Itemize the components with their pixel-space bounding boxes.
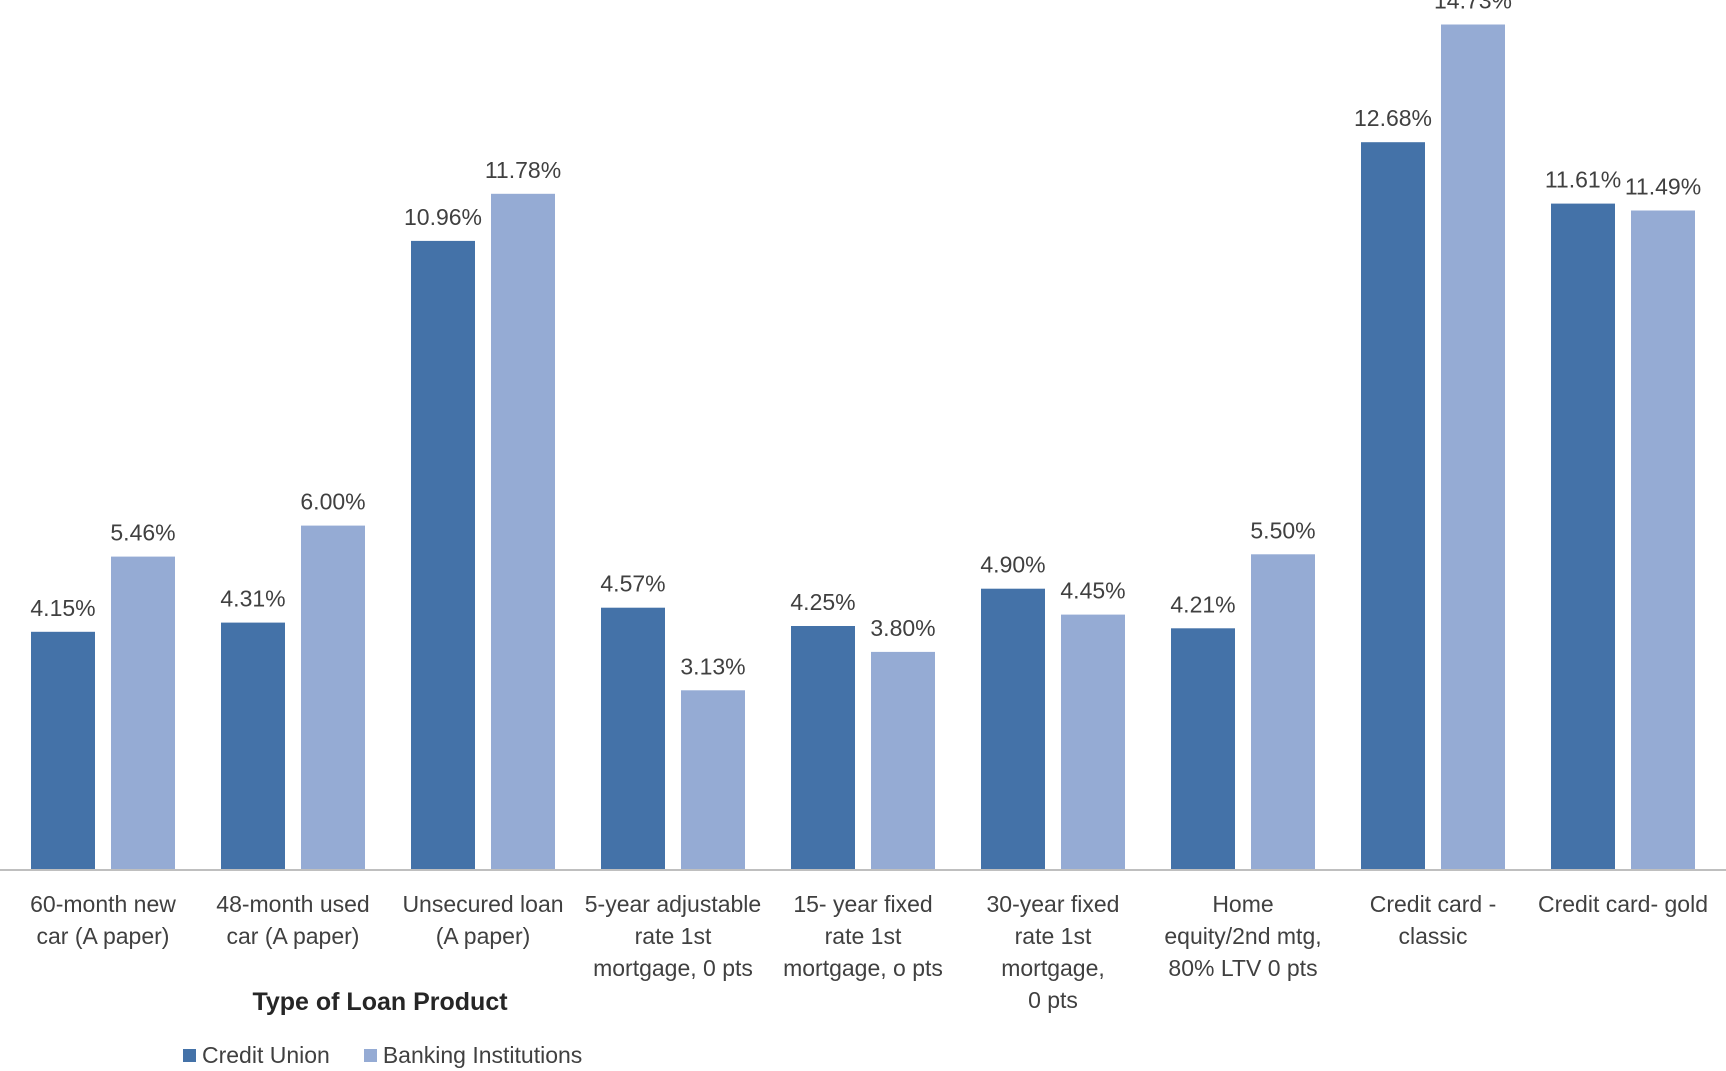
x-tick-label-8: Credit card- gold — [1537, 891, 1709, 917]
x-tick-label-4: 15- year fixed rate 1st mortgage, o pts — [783, 891, 943, 981]
legend-item-credit-union: Credit Union — [183, 1042, 330, 1069]
legend-label-credit-union: Credit Union — [202, 1042, 330, 1068]
data-label-credit-union-0: 4.15% — [30, 595, 95, 621]
legend-label-banking-institutions: Banking Institutions — [382, 1042, 583, 1068]
x-axis-title: Type of Loan Product — [252, 988, 508, 1016]
x-tick-label-0: 60-month new car (A paper) — [30, 891, 176, 949]
bar-banking-institutions-4 — [871, 651, 935, 870]
bar-credit-union-1 — [221, 622, 285, 870]
data-label-banking-institutions-2: 11.78% — [485, 157, 561, 183]
x-tick-label-5: 30-year fixed rate 1st mortgage, 0 pts — [986, 891, 1120, 1013]
data-label-banking-institutions-5: 4.45% — [1060, 578, 1125, 604]
data-label-banking-institutions-0: 5.46% — [110, 520, 175, 546]
data-label-banking-institutions-6: 5.50% — [1250, 517, 1315, 543]
x-tick-label-3: 5-year adjustable rate 1st mortgage, 0 p… — [584, 891, 762, 981]
x-tick-label-6: Home equity/2nd mtg, 80% LTV 0 pts — [1164, 891, 1322, 981]
bar-credit-union-3 — [601, 607, 665, 870]
data-label-banking-institutions-3: 3.13% — [680, 653, 745, 679]
data-label-banking-institutions-8: 11.49% — [1625, 174, 1701, 200]
data-label-credit-union-1: 4.31% — [220, 586, 285, 612]
bar-banking-institutions-6 — [1251, 554, 1315, 870]
data-label-banking-institutions-7: 14.73% — [1434, 0, 1512, 14]
data-label-credit-union-8: 11.61% — [1545, 167, 1621, 193]
bar-credit-union-5 — [981, 588, 1045, 870]
bar-credit-union-6 — [1171, 628, 1235, 870]
data-label-banking-institutions-4: 3.80% — [870, 615, 935, 641]
data-label-credit-union-2: 10.96% — [404, 204, 482, 230]
data-label-credit-union-7: 12.68% — [1354, 105, 1432, 131]
x-tick-label-1: 48-month used car (A paper) — [216, 891, 370, 949]
legend: Credit Union Banking Institutions — [183, 1042, 616, 1069]
bar-banking-institutions-1 — [301, 525, 365, 870]
bar-banking-institutions-7 — [1441, 24, 1505, 870]
data-label-credit-union-3: 4.57% — [600, 571, 665, 597]
bar-credit-union-8 — [1551, 203, 1615, 871]
bar-credit-union-0 — [31, 631, 95, 870]
bar-banking-institutions-0 — [111, 556, 175, 870]
bar-credit-union-2 — [411, 240, 475, 870]
data-label-credit-union-6: 4.21% — [1170, 591, 1235, 617]
bar-banking-institutions-5 — [1061, 614, 1125, 870]
data-label-banking-institutions-1: 6.00% — [300, 489, 365, 515]
legend-item-banking-institutions: Banking Institutions — [363, 1042, 583, 1069]
x-tick-label-7: Credit card - classic — [1369, 891, 1497, 949]
x-tick-label-2: Unsecured loan (A paper) — [402, 891, 564, 949]
bar-credit-union-4 — [791, 626, 855, 870]
bar-banking-institutions-2 — [491, 193, 555, 871]
data-label-credit-union-5: 4.90% — [980, 552, 1045, 578]
bar-credit-union-7 — [1361, 142, 1425, 870]
data-label-credit-union-4: 4.25% — [790, 589, 855, 615]
bar-banking-institutions-3 — [681, 690, 745, 870]
bar-banking-institutions-8 — [1631, 210, 1695, 870]
legend-swatch-banking-institutions — [363, 1049, 377, 1062]
legend-swatch-credit-union — [183, 1049, 196, 1062]
